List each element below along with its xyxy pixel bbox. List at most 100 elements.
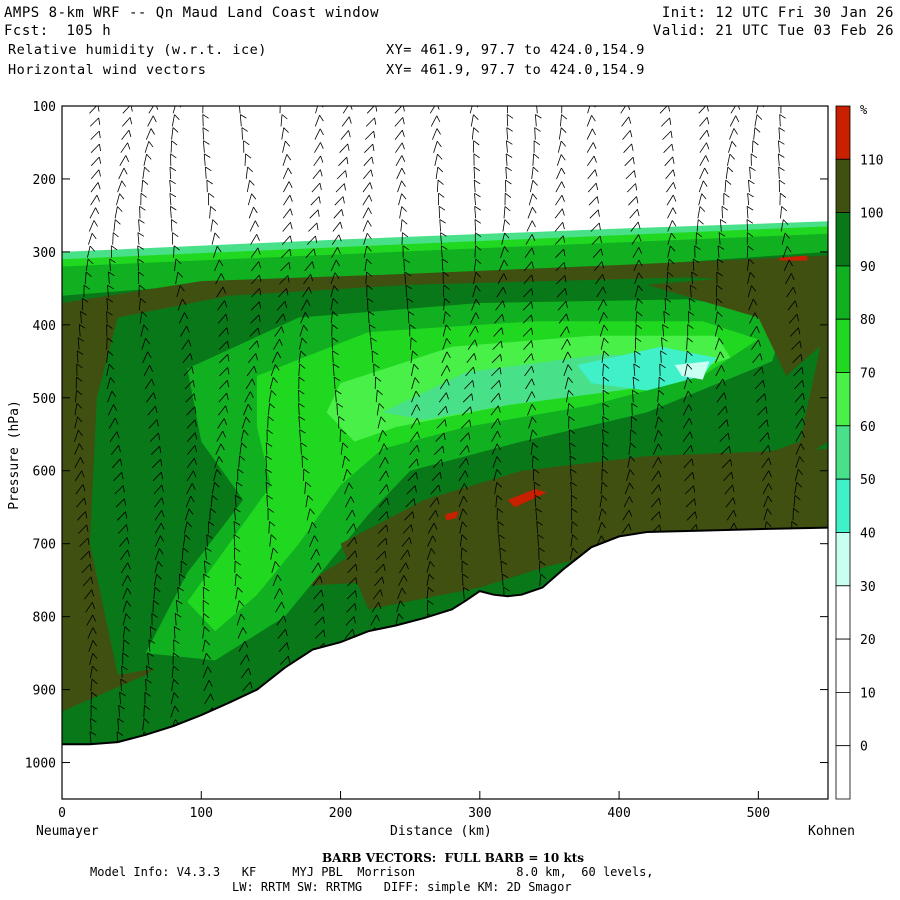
wind-barb-flag [569, 442, 576, 447]
wind-barb-flag [333, 285, 339, 292]
wind-barb-flag [563, 249, 566, 257]
wind-barb-shaft [137, 258, 139, 271]
wind-barb-shaft [170, 219, 173, 232]
wind-barb-flag [430, 548, 436, 555]
wind-barb-shaft [753, 366, 763, 377]
wind-barb-flag [95, 207, 100, 215]
wind-barb-shaft [530, 180, 534, 193]
wind-barb-flag [320, 169, 323, 177]
wind-barb-flag [272, 377, 278, 384]
wind-barb-flag [348, 116, 352, 124]
wind-barb-shaft [468, 325, 476, 337]
wind-barb-flag [766, 419, 769, 427]
wind-barb-shaft [494, 313, 503, 324]
wind-barb-flag [128, 129, 132, 138]
wind-barb-flag [638, 259, 643, 267]
wind-barb-shaft [119, 692, 122, 705]
wind-barb-flag [567, 351, 572, 359]
wind-barb-flag [504, 206, 511, 212]
wind-barb-flag [253, 206, 258, 214]
wind-barb-shaft [502, 219, 506, 232]
wind-barb-flag [287, 275, 290, 283]
wind-barb-flag [157, 561, 163, 567]
wind-barb-flag [508, 101, 514, 105]
wind-barb-flag [474, 339, 478, 347]
wind-barb-shaft [116, 193, 120, 206]
wind-barb-shaft [633, 363, 636, 376]
wind-barb-flag [76, 389, 83, 396]
wind-barb-flag [257, 247, 261, 255]
wind-barb-flag [153, 599, 160, 605]
rh-30-core [674, 361, 710, 380]
wind-barb-shaft [298, 403, 300, 416]
wind-barb-flag [315, 235, 318, 243]
wind-barb-shaft [793, 495, 796, 508]
wind-barb-shaft [75, 390, 77, 403]
wind-barb-shaft [557, 300, 567, 311]
wind-barb-shaft [570, 534, 573, 547]
wind-barb-flag [768, 483, 773, 490]
wind-barb-shaft [473, 272, 477, 285]
wind-barb-shaft [729, 128, 735, 140]
wind-barb-flag [90, 576, 93, 584]
wind-barb-shaft [747, 193, 750, 206]
wind-barb-flag [369, 182, 373, 190]
wind-barb-flag [461, 547, 468, 553]
wind-barb-shaft [213, 246, 218, 258]
wind-barb-flag [778, 179, 786, 185]
wind-barb-shaft [406, 485, 416, 495]
wind-barb-flag [568, 429, 576, 434]
wind-barb-flag [564, 275, 567, 283]
wind-barb-flag [91, 589, 95, 597]
wind-barb-flag [658, 457, 662, 464]
wind-barb-flag [503, 273, 508, 280]
wind-barb-shaft [118, 524, 127, 534]
wind-barb-flag [687, 390, 693, 398]
wind-barb-flag [436, 140, 442, 148]
wind-barb-shaft [282, 222, 291, 232]
wind-barb-flag [206, 534, 213, 539]
wind-barb-flag [386, 511, 389, 519]
wind-barb-shaft [586, 155, 595, 167]
wind-barb-flag [658, 403, 664, 409]
wind-barb-shaft [555, 248, 565, 258]
wind-barb-shaft [279, 275, 289, 285]
wind-barb-shaft [567, 403, 570, 416]
wind-barb-shaft [74, 416, 78, 429]
wind-barb-shaft [278, 288, 287, 298]
wind-barb-flag [171, 219, 178, 224]
wind-barb-flag [148, 639, 156, 644]
wind-barb-flag [126, 537, 130, 545]
wind-barb-flag [631, 416, 638, 421]
wind-barb-flag [289, 194, 293, 202]
wind-barb-flag [784, 232, 790, 239]
wind-barb-flag [706, 117, 710, 125]
wind-barb-flag [298, 402, 305, 408]
wind-barb-flag [437, 179, 444, 185]
wind-barb-flag [733, 510, 737, 518]
wind-barb-flag [374, 117, 377, 125]
wind-barb-shaft [239, 114, 242, 127]
wind-barb-shaft [778, 140, 780, 153]
wind-barb-flag [532, 442, 538, 448]
wind-barb-flag [571, 507, 578, 513]
wind-barb-flag [80, 311, 87, 316]
wind-barb-shaft [282, 140, 286, 153]
wind-barb-shaft [184, 508, 190, 521]
rh-50-band [62, 221, 828, 260]
wind-barb-flag [602, 455, 609, 461]
wind-barb-flag [106, 297, 114, 303]
wind-barb-flag [193, 470, 197, 478]
y-tick-label: 900 [33, 684, 56, 699]
wind-barb-flag [723, 392, 727, 400]
wind-barb-shaft [248, 340, 258, 350]
wind-barb-shaft [139, 298, 141, 311]
wind-barb-shaft [241, 127, 243, 140]
wind-barb-flag [634, 170, 636, 178]
wind-barb-flag [441, 245, 448, 250]
wind-barb-flag [218, 456, 224, 463]
wind-barb-flag [345, 170, 348, 178]
wind-barb-flag [658, 511, 661, 519]
wind-barb-shaft [462, 393, 472, 403]
wind-barb-shaft [336, 170, 346, 180]
